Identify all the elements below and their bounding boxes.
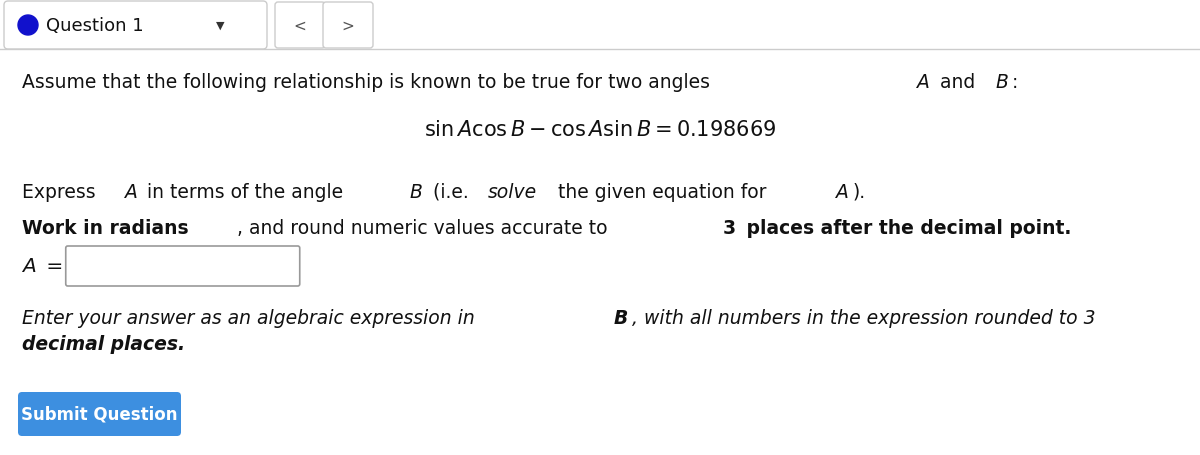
Text: Submit Question: Submit Question: [22, 405, 178, 423]
Text: solve: solve: [488, 182, 538, 201]
Text: decimal places.: decimal places.: [22, 335, 185, 354]
Text: A: A: [22, 257, 36, 276]
Text: Question 1: Question 1: [46, 17, 144, 35]
Text: ).: ).: [853, 182, 865, 201]
Text: Enter your answer as an algebraic expression in: Enter your answer as an algebraic expres…: [22, 308, 481, 327]
Text: 3: 3: [722, 218, 736, 237]
Text: places after the decimal point.: places after the decimal point.: [739, 218, 1072, 237]
Text: , and round numeric values accurate to: , and round numeric values accurate to: [238, 218, 613, 237]
Text: A: A: [836, 182, 848, 201]
Text: and: and: [934, 72, 982, 91]
Text: B: B: [614, 308, 628, 327]
Text: Assume that the following relationship is known to be true for two angles: Assume that the following relationship i…: [22, 72, 716, 91]
Text: , with all numbers in the expression rounded to 3: , with all numbers in the expression rou…: [632, 308, 1096, 327]
Text: Express: Express: [22, 182, 102, 201]
Text: A: A: [125, 182, 138, 201]
FancyBboxPatch shape: [66, 247, 300, 286]
Text: in terms of the angle: in terms of the angle: [142, 182, 349, 201]
Circle shape: [18, 16, 38, 36]
Text: (i.e.: (i.e.: [426, 182, 474, 201]
Text: >: >: [342, 19, 354, 33]
Text: Work in radians: Work in radians: [22, 218, 188, 237]
Text: =: =: [40, 257, 62, 276]
FancyBboxPatch shape: [323, 3, 373, 49]
Text: :: :: [1012, 72, 1018, 91]
Text: $\sin A\cos B - \cos A\sin B = 0.198669$: $\sin A\cos B - \cos A\sin B = 0.198669$: [424, 120, 776, 140]
Text: <: <: [294, 19, 306, 33]
Text: the given equation for: the given equation for: [552, 182, 772, 201]
Text: A: A: [918, 72, 930, 91]
FancyBboxPatch shape: [18, 392, 181, 436]
Text: B: B: [995, 72, 1008, 91]
FancyBboxPatch shape: [275, 3, 325, 49]
FancyBboxPatch shape: [4, 2, 266, 50]
Text: ▼: ▼: [216, 21, 224, 31]
Text: B: B: [410, 182, 422, 201]
